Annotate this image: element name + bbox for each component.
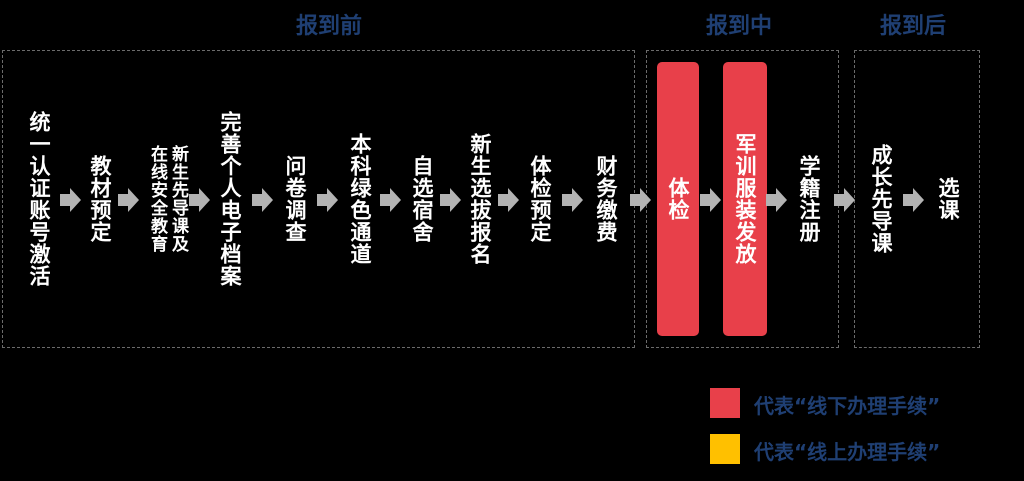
step-dorm-selection: 自选宿舍 — [400, 62, 444, 336]
step-label: 教材预定 — [88, 155, 112, 243]
step-account-activation: 统一认证账号激活 — [17, 62, 61, 336]
arrow-right-icon — [700, 188, 721, 212]
step-label: 本科绿色通道 — [348, 133, 372, 265]
arrow-right-icon — [440, 188, 461, 212]
step-label: 体检 — [666, 177, 690, 221]
arrow-right-icon — [834, 188, 855, 212]
step-label: 新生选拔报名 — [468, 133, 492, 265]
stage-title-during: 报到中 — [706, 14, 773, 39]
arrow-right-icon — [252, 188, 273, 212]
step-label: 财务缴费 — [594, 155, 618, 243]
step-label: 统一认证账号激活 — [27, 111, 51, 287]
step-label: 成长先导课 — [869, 144, 893, 254]
step-label: 选课 — [936, 177, 960, 221]
arrow-right-icon — [189, 188, 210, 212]
arrow-right-icon — [766, 188, 787, 212]
step-physical-exam: 体检 — [657, 62, 699, 336]
step-label: 问卷调查 — [283, 155, 307, 243]
step-orientation-course: 新生先导课及在线安全教育 — [137, 62, 197, 336]
arrow-right-icon — [380, 188, 401, 212]
step-tuition-payment: 财务缴费 — [585, 62, 627, 336]
legend-swatch-offline — [710, 388, 740, 418]
step-label: 体检预定 — [528, 155, 552, 243]
arrow-right-icon — [630, 188, 651, 212]
step-growth-course: 成长先导课 — [860, 62, 902, 336]
arrow-right-icon — [60, 188, 81, 212]
step-selection-signup: 新生选拔报名 — [459, 62, 501, 336]
step-label: 完善个人电子档案 — [218, 111, 242, 287]
step-military-uniform: 军训服装发放 — [723, 62, 767, 336]
step-green-channel: 本科绿色通道 — [338, 62, 382, 336]
step-label: 学籍注册 — [797, 155, 821, 243]
legend-label-offline: 代表“线下办理手续” — [754, 394, 941, 418]
step-label: 自选宿舍 — [410, 155, 434, 243]
step-textbook-booking: 教材预定 — [79, 62, 121, 336]
legend-swatch-online — [710, 434, 740, 464]
stage-title-before: 报到前 — [296, 14, 363, 39]
step-enrollment-registration: 学籍注册 — [787, 62, 831, 336]
step-label: 新生先导课及在线安全教育 — [147, 145, 188, 253]
stage-title-after: 报到后 — [880, 14, 947, 39]
step-course-selection: 选课 — [927, 62, 969, 336]
step-physical-exam-booking: 体检预定 — [518, 62, 562, 336]
group-after — [854, 50, 980, 348]
arrow-right-icon — [562, 188, 583, 212]
step-questionnaire: 问卷调查 — [273, 62, 317, 336]
legend-label-online: 代表“线上办理手续” — [754, 440, 941, 464]
arrow-right-icon — [903, 188, 924, 212]
step-label: 军训服装发放 — [733, 133, 757, 265]
arrow-right-icon — [317, 188, 338, 212]
step-personal-profile: 完善个人电子档案 — [208, 62, 252, 336]
arrow-right-icon — [118, 188, 139, 212]
arrow-right-icon — [498, 188, 519, 212]
